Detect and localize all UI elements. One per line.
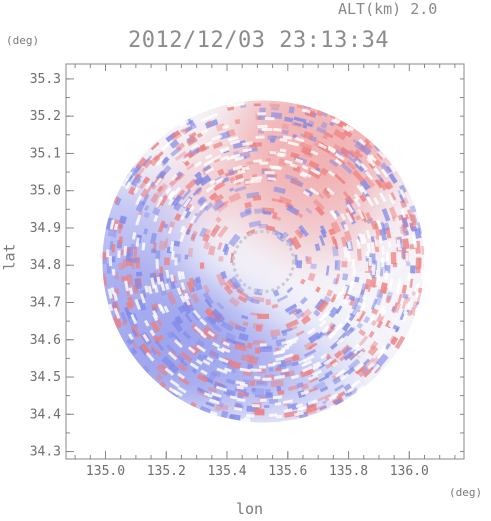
axis-ticks: 135.0 135.2 135.4 135.6 135.8 136.0 34.3 34.4 34… (30, 64, 464, 479)
x-tick-label: 135.6 (268, 464, 307, 479)
x-tick-label: 135.0 (86, 464, 125, 479)
y-tick-label: 35.0 (30, 184, 61, 199)
velocity-region-5 (225, 333, 350, 421)
y-tick-label: 34.4 (30, 407, 61, 422)
y-tick-label: 34.6 (30, 333, 61, 348)
radar-center-ring (231, 230, 295, 293)
x-tick-label: 135.8 (329, 464, 368, 479)
y-tick-label: 34.8 (30, 258, 61, 273)
plot-frame (65, 63, 465, 460)
x-tick-label: 136.0 (390, 464, 429, 479)
y-tick-label: 34.9 (30, 221, 61, 236)
x-axis-unit: (deg) (449, 486, 483, 499)
radar-field (102, 100, 425, 423)
y-tick-label: 34.5 (30, 370, 61, 385)
y-tick-label: 35.1 (30, 146, 61, 161)
x-tick-label: 135.2 (147, 464, 186, 479)
x-axis-label: lon (236, 500, 264, 518)
y-tick-label: 34.3 (30, 445, 61, 460)
y-axis-unit: (deg) (6, 34, 40, 47)
y-tick-label: 35.2 (30, 109, 61, 124)
altitude-label: ALT(km) 2.0 (338, 0, 438, 18)
velocity-region-3 (102, 181, 190, 290)
y-tick-label: 35.3 (30, 72, 61, 87)
y-tick-label: 34.7 (30, 295, 61, 310)
chart-title: 2012/12/03 23:13:34 (128, 28, 390, 53)
x-tick-label: 135.4 (207, 464, 246, 479)
speckle-layer (102, 102, 425, 423)
